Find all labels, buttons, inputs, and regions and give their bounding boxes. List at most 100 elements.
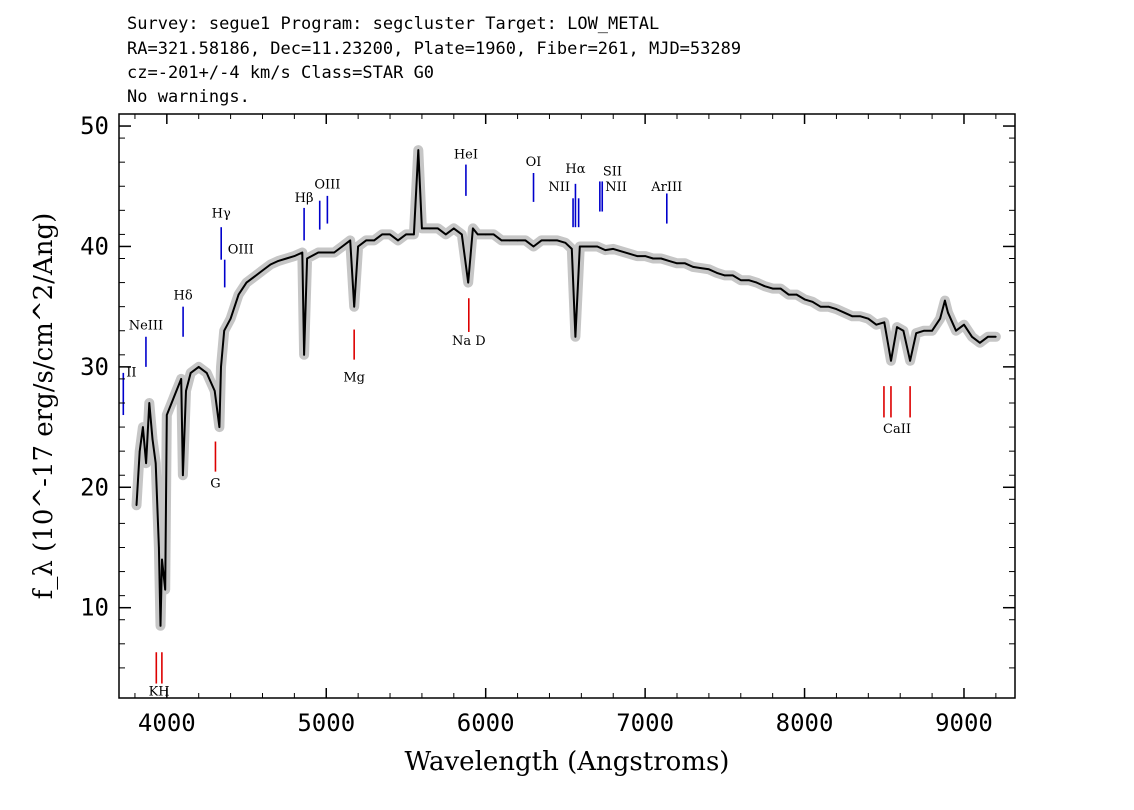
spectrum-point-115: [909, 360, 911, 362]
chart-axes: 4000 5000 6000 7000 8000 9000 10 20 30 40 50: [80, 112, 1015, 737]
spectrum-point-93: [740, 279, 742, 282]
emission-label-11: Hα: [565, 162, 585, 177]
y-tick-label-2: 30: [80, 353, 109, 381]
spectrum-point-85: [676, 262, 678, 265]
spectrum-point-121: [947, 311, 949, 314]
emission-label-10: NII: [548, 180, 570, 195]
spectrum-point-126: [987, 336, 989, 338]
spectrum-point-89: [708, 268, 710, 271]
spectrum-point-52: [429, 227, 431, 230]
spectrum-point-34: [303, 354, 305, 356]
spectrum-point-29: [269, 263, 272, 266]
spectrum-point-32: [293, 255, 296, 257]
emission-label-5: Hβ: [295, 191, 314, 206]
emission-label-14: NII: [605, 180, 627, 195]
spectrum-point-19: [205, 372, 208, 374]
absorption-label-2: Mg: [343, 370, 365, 385]
spectrum-point-113: [896, 326, 898, 328]
error-band: [131, 145, 1001, 631]
spectrum-point-66: [532, 245, 535, 248]
spectrum-point-107: [851, 315, 854, 318]
spectrum-point-41: [353, 305, 356, 308]
absorption-label-0: KH: [149, 685, 170, 700]
spectrum-point-23: [223, 329, 225, 332]
spectrum-point-42: [357, 245, 359, 248]
spectrum-point-123: [963, 323, 965, 326]
spectrum-point-76: [604, 249, 607, 251]
spectrum-point-28: [261, 269, 264, 272]
y-tick-label-1: 20: [80, 473, 109, 501]
spectrum-point-98: [779, 287, 782, 290]
spectrum-point-14: [180, 378, 182, 380]
spectrum-point-24: [229, 317, 232, 320]
spectrum-point-88: [700, 267, 702, 269]
spectrum-point-43: [365, 239, 367, 242]
spectrum-point-119: [939, 317, 941, 320]
spectrum-point-30: [277, 260, 280, 262]
y-tick-label-4: 50: [80, 112, 109, 140]
spectrum-point-122: [955, 329, 957, 332]
spectrum-point-21: [218, 426, 221, 428]
spectrum-point-94: [748, 279, 750, 282]
spectrum-point-62: [500, 239, 503, 242]
spectrum-point-45: [381, 233, 383, 236]
spectrum-point-59: [476, 233, 479, 236]
emission-label-8: HeI: [454, 148, 478, 163]
spectrum-point-91: [724, 274, 726, 277]
spectrum-point-75: [596, 245, 599, 248]
spectrum-point-51: [421, 227, 423, 230]
spectrum-point-120: [944, 299, 946, 302]
emission-label-2: Hδ: [174, 288, 193, 303]
x-tick-label-2: 6000: [457, 709, 515, 737]
spectrum-point-61: [492, 233, 495, 236]
emission-label-9: OI: [526, 155, 542, 170]
spectrum-point-105: [835, 308, 838, 310]
spectrum-point-87: [692, 266, 694, 268]
spectrum-point-86: [684, 262, 686, 265]
header-line-4: No warnings.: [127, 87, 250, 107]
spectrum-point-109: [867, 317, 870, 320]
spectrum-point-83: [660, 257, 662, 260]
spectrum-point-73: [579, 245, 581, 248]
spectrum-point-46: [389, 233, 391, 236]
spectrum-point-80: [636, 255, 638, 257]
emission-label-1: NeIII: [129, 319, 163, 334]
emission-label-0: II: [126, 365, 136, 380]
spectrum-point-71: [571, 248, 573, 250]
emission-label-15: ArIII: [650, 180, 682, 195]
y-axis-label: f_λ (10^-17 erg/s/cm^2/Ang): [29, 213, 59, 599]
spectrum-point-112: [890, 360, 892, 362]
spectrum-point-15: [182, 474, 184, 477]
spectrum-point-56: [461, 233, 463, 236]
spectrum-point-108: [859, 315, 862, 318]
spectrum-point-103: [819, 305, 822, 308]
x-tick-label-0: 4000: [138, 709, 196, 737]
spectrum-point-81: [644, 255, 646, 257]
plot-frame: [118, 113, 1016, 699]
spectrum-point-116: [915, 332, 917, 335]
spectrum-point-69: [556, 239, 559, 242]
spectrum-point-7: [158, 546, 160, 549]
spectrum-point-127: [995, 336, 997, 338]
spectrum-point-117: [923, 329, 925, 332]
spectrum-point-40: [349, 239, 352, 242]
spectrum-point-1: [138, 450, 141, 453]
spectrum-point-79: [628, 252, 630, 255]
spectrum-point-8: [159, 625, 162, 627]
emission-label-4: OIII: [228, 243, 254, 258]
spectrum-point-90: [716, 272, 718, 274]
spectrum-point-111: [883, 321, 886, 324]
y-tick-label-3: 40: [80, 232, 109, 260]
spectrum-point-55: [453, 227, 455, 230]
spectrum-point-106: [843, 311, 846, 314]
spectrum-point-82: [652, 257, 654, 260]
header-line-1: Survey: segue1 Program: segcluster Targe…: [127, 14, 659, 34]
spectrum-point-99: [787, 293, 790, 296]
spectrum-point-47: [397, 239, 399, 242]
emission-label-13: SII: [603, 164, 622, 179]
x-tick-label-3: 7000: [616, 709, 674, 737]
absorption-label-3: Na D: [452, 334, 486, 349]
spectrum-point-50: [417, 149, 420, 151]
